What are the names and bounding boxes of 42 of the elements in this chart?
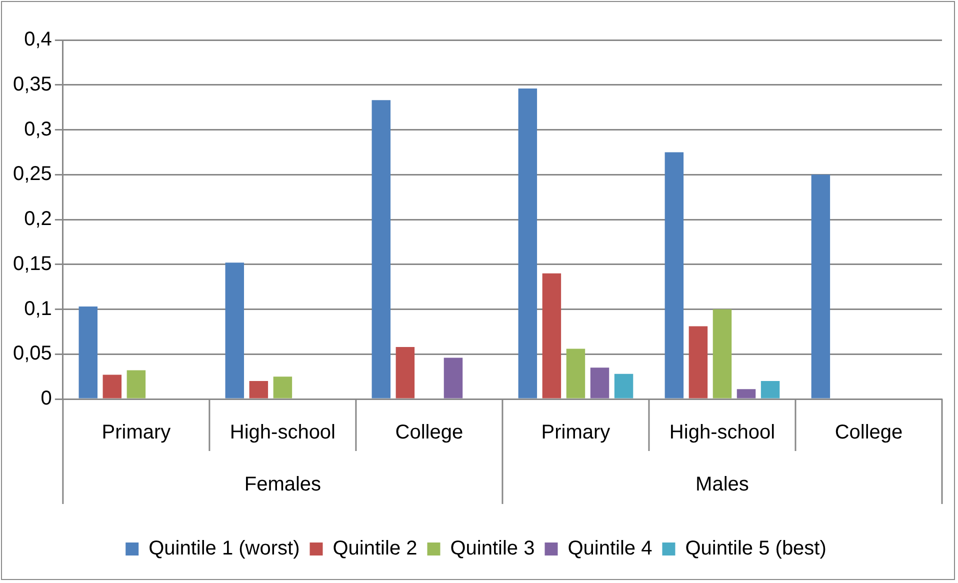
x-tick-label: High-school xyxy=(230,422,336,444)
y-tick-label: 0,4 xyxy=(24,28,52,51)
x-tick-label: College xyxy=(834,422,903,444)
bar xyxy=(760,381,780,398)
bar xyxy=(736,389,756,398)
bar xyxy=(811,174,830,398)
legend-label: Quintile 3 xyxy=(450,538,535,560)
x-tick-label: Primary xyxy=(541,422,610,444)
y-tick-label: 0,1 xyxy=(24,298,52,320)
bar xyxy=(712,309,732,398)
bar xyxy=(102,374,122,398)
x-tick-label: High-school xyxy=(669,422,776,444)
y-tick-label: 0 xyxy=(40,388,52,410)
bar xyxy=(566,348,586,398)
bar xyxy=(225,262,244,398)
legend-label: Quintile 2 xyxy=(332,538,418,560)
legend-label: Quintile 5 (best) xyxy=(685,538,826,560)
y-tick-label: 0,2 xyxy=(24,208,52,230)
bar xyxy=(396,346,415,398)
y-tick-label: 0,3 xyxy=(24,118,52,140)
bar xyxy=(444,358,463,398)
bar xyxy=(372,100,391,398)
legend-label: Quintile 1 (worst) xyxy=(148,538,300,560)
bar xyxy=(688,326,708,398)
bar xyxy=(249,381,268,398)
bar xyxy=(542,273,562,398)
bar xyxy=(78,306,98,398)
x-tick-label: College xyxy=(395,422,464,444)
bar xyxy=(664,152,684,398)
text: Females xyxy=(244,474,322,496)
x-tick-label: Primary xyxy=(102,422,171,444)
bar xyxy=(273,376,292,398)
y-tick-label: 0,15 xyxy=(12,252,52,275)
text: Males xyxy=(696,474,749,496)
legend-label: Quintile 4 xyxy=(568,538,652,560)
y-tick-label: 0,05 xyxy=(12,342,52,365)
bar xyxy=(518,88,538,398)
bar xyxy=(126,370,146,398)
y-tick-label: 0,25 xyxy=(12,163,52,186)
bar xyxy=(614,374,634,398)
bar xyxy=(590,368,610,398)
y-tick-label: 0,35 xyxy=(12,73,52,96)
